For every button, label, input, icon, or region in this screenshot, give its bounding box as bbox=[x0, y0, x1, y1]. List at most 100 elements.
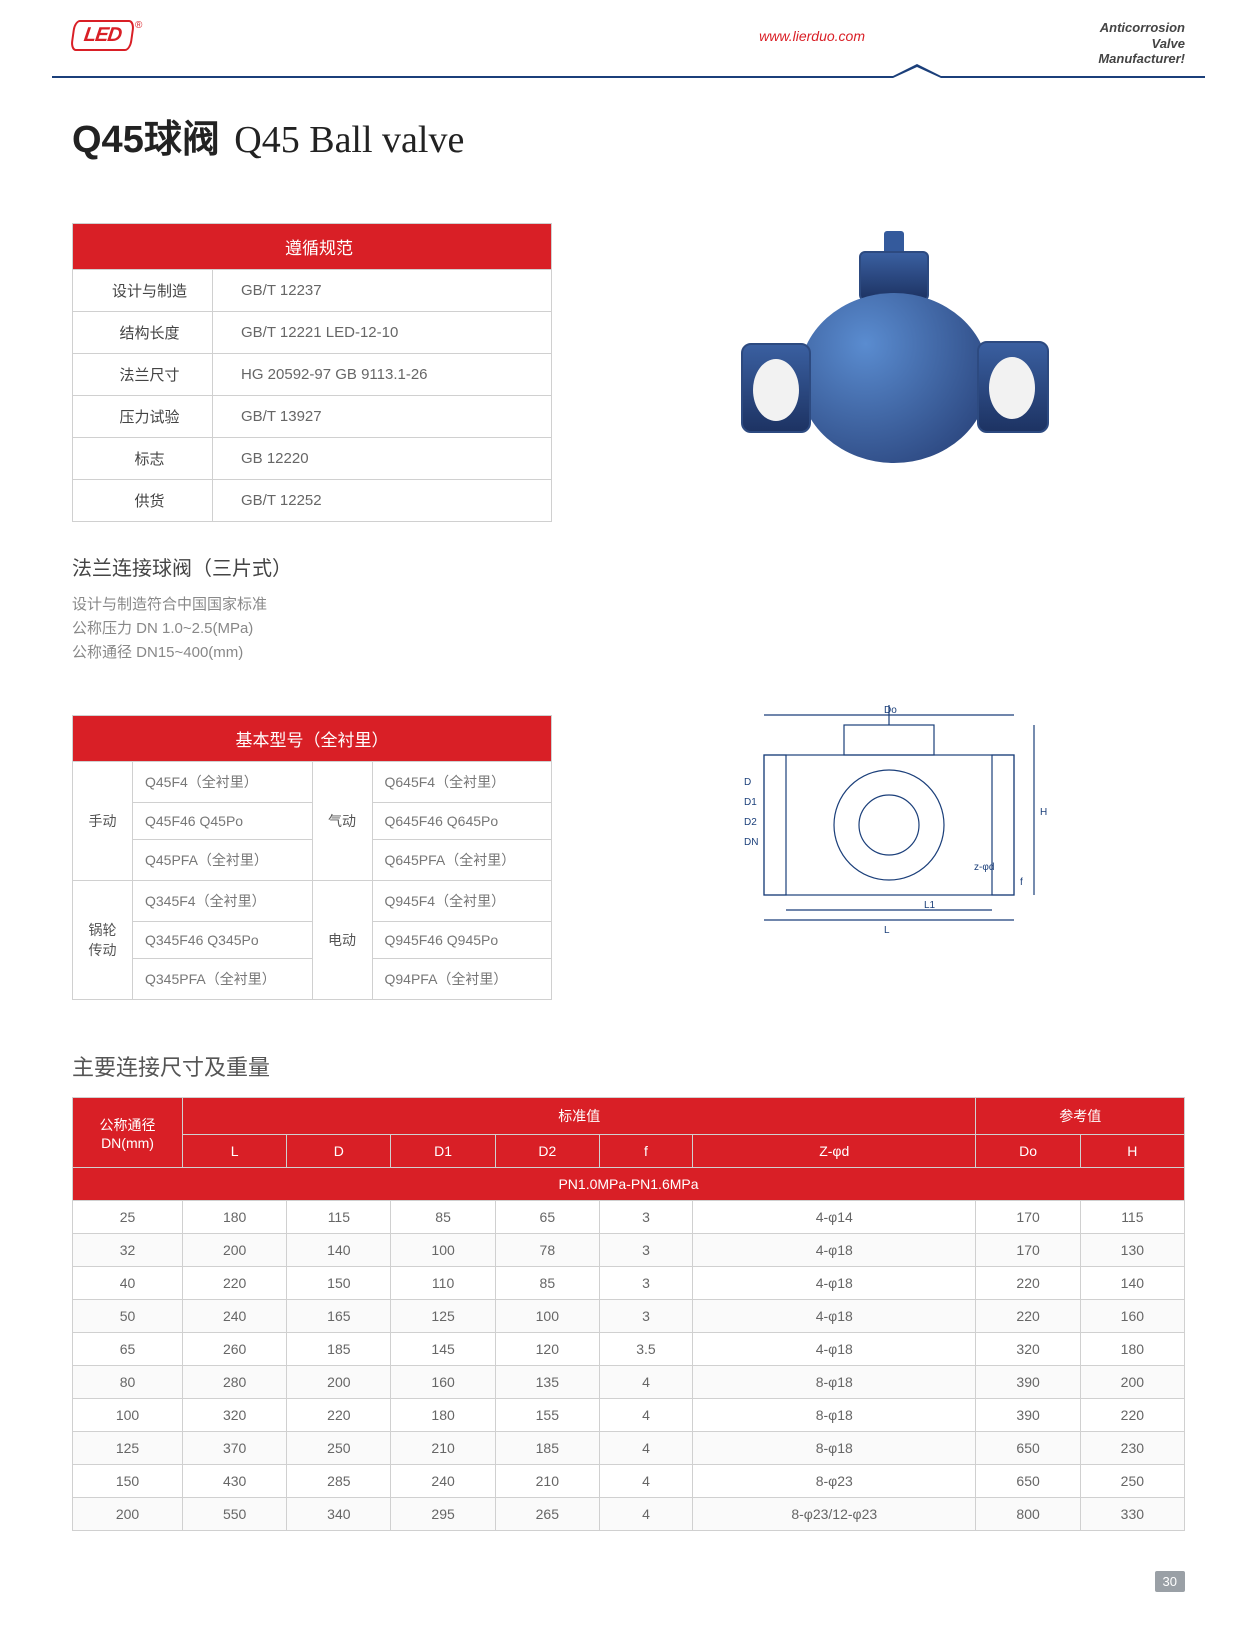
standards-row-value: GB/T 12221 LED-12-10 bbox=[213, 312, 552, 354]
dim-table-title: 主要连接尺寸及重量 bbox=[72, 1050, 1185, 1082]
dim-cell: 110 bbox=[391, 1267, 495, 1300]
title-cn: Q45球阀 bbox=[72, 119, 220, 161]
dim-cell: 250 bbox=[287, 1432, 391, 1465]
dim-label-zphid: z-φd bbox=[974, 862, 994, 873]
dim-col-header: Do bbox=[976, 1135, 1080, 1168]
dim-cell: 170 bbox=[976, 1201, 1080, 1234]
dim-cell: 650 bbox=[976, 1432, 1080, 1465]
dim-label-Do: Do bbox=[884, 705, 897, 716]
model-cell: Q645F4（全衬里） bbox=[372, 762, 552, 803]
dim-cell: 65 bbox=[495, 1201, 599, 1234]
dim-cell: 650 bbox=[976, 1465, 1080, 1498]
dim-cell: 200 bbox=[1080, 1366, 1184, 1399]
dim-col-header: H bbox=[1080, 1135, 1184, 1168]
dim-cell: 3 bbox=[599, 1234, 692, 1267]
dim-cell: 4 bbox=[599, 1465, 692, 1498]
dim-cell: 800 bbox=[976, 1498, 1080, 1531]
dim-col-header: f bbox=[599, 1135, 692, 1168]
dim-cell: 130 bbox=[1080, 1234, 1184, 1267]
dim-cell: 155 bbox=[495, 1399, 599, 1432]
title-en: Q45 Ball valve bbox=[234, 119, 464, 161]
description-line: 公称通径 DN15~400(mm) bbox=[72, 641, 552, 665]
dim-cell: 230 bbox=[1080, 1432, 1184, 1465]
page-header: LED® www.lierduo.com Anticorrosion Valve… bbox=[72, 20, 1185, 68]
dim-col-header: D1 bbox=[391, 1135, 495, 1168]
dim-col-header: D2 bbox=[495, 1135, 599, 1168]
dim-cell: 285 bbox=[287, 1465, 391, 1498]
standards-row-value: GB/T 13927 bbox=[213, 396, 552, 438]
dim-cell: 160 bbox=[1080, 1300, 1184, 1333]
dimensions-table: 公称通径 DN(mm) 标准值 参考值 LDD1D2fZ-φdDoH PN1.0… bbox=[72, 1097, 1185, 1531]
dim-cell: 8-φ18 bbox=[693, 1366, 976, 1399]
header-rule bbox=[52, 76, 1205, 78]
model-cell: Q45PFA（全衬里） bbox=[133, 840, 313, 881]
models-table: 基本型号（全衬里） 手动Q45F4（全衬里）气动Q645F4（全衬里）Q45F4… bbox=[72, 715, 552, 1000]
dim-label-L: L bbox=[884, 925, 890, 936]
dim-cell: 295 bbox=[391, 1498, 495, 1531]
dim-cell: 550 bbox=[183, 1498, 287, 1531]
dim-cell: 65 bbox=[73, 1333, 183, 1366]
tagline-line: Manufacturer! bbox=[1098, 51, 1185, 67]
dim-cell: 4-φ18 bbox=[693, 1234, 976, 1267]
dim-label-L1: L1 bbox=[924, 900, 936, 911]
dim-cell: 390 bbox=[976, 1366, 1080, 1399]
dim-cell: 220 bbox=[287, 1399, 391, 1432]
models-header: 基本型号（全衬里） bbox=[73, 716, 552, 762]
standards-row-label: 标志 bbox=[73, 438, 213, 480]
dim-cell: 240 bbox=[183, 1300, 287, 1333]
dim-cell: 250 bbox=[1080, 1465, 1184, 1498]
dim-cell: 165 bbox=[287, 1300, 391, 1333]
dim-cell: 220 bbox=[976, 1267, 1080, 1300]
dim-cell: 115 bbox=[1080, 1201, 1184, 1234]
dim-cell: 4-φ14 bbox=[693, 1201, 976, 1234]
dim-label-DN: DN bbox=[744, 837, 758, 848]
logo-text: LED bbox=[70, 20, 135, 51]
dim-label-D1: D1 bbox=[744, 797, 757, 808]
page-number: 30 bbox=[1155, 1571, 1185, 1592]
dim-cell: 100 bbox=[495, 1300, 599, 1333]
dim-cell: 4 bbox=[599, 1366, 692, 1399]
dim-cell: 8-φ23 bbox=[693, 1465, 976, 1498]
dim-cell: 210 bbox=[495, 1465, 599, 1498]
dim-cell: 200 bbox=[287, 1366, 391, 1399]
standards-row-value: GB/T 12252 bbox=[213, 480, 552, 522]
model-cell: Q45F46 Q45Po bbox=[133, 803, 313, 840]
pressure-band: PN1.0MPa-PN1.6MPa bbox=[73, 1168, 1185, 1201]
description-block: 设计与制造符合中国国家标准 公称压力 DN 1.0~2.5(MPa) 公称通径 … bbox=[72, 593, 552, 665]
dim-cell: 140 bbox=[287, 1234, 391, 1267]
tagline: Anticorrosion Valve Manufacturer! bbox=[1098, 20, 1185, 67]
dim-cell: 4 bbox=[599, 1498, 692, 1531]
standards-row-label: 供货 bbox=[73, 480, 213, 522]
dim-cell: 260 bbox=[183, 1333, 287, 1366]
dim-cell: 340 bbox=[287, 1498, 391, 1531]
dim-cell: 3 bbox=[599, 1201, 692, 1234]
model-cell: Q345F46 Q345Po bbox=[133, 922, 313, 959]
standards-row-value: GB 12220 bbox=[213, 438, 552, 480]
product-photo bbox=[719, 223, 1059, 523]
dim-cell: 85 bbox=[495, 1267, 599, 1300]
dim-cell: 150 bbox=[287, 1267, 391, 1300]
dim-cell: 4-φ18 bbox=[693, 1333, 976, 1366]
dim-col-header: Z-φd bbox=[693, 1135, 976, 1168]
registered-mark: ® bbox=[135, 20, 142, 31]
tagline-line: Anticorrosion bbox=[1098, 20, 1185, 36]
dim-cell: 185 bbox=[495, 1432, 599, 1465]
dim-cell: 80 bbox=[73, 1366, 183, 1399]
dim-label-D: D bbox=[744, 777, 751, 788]
dim-cell: 180 bbox=[1080, 1333, 1184, 1366]
website-url: www.lierduo.com bbox=[759, 28, 865, 44]
standards-table: 遵循规范 设计与制造GB/T 12237结构长度GB/T 12221 LED-1… bbox=[72, 223, 552, 522]
dim-col-header: L bbox=[183, 1135, 287, 1168]
dim-cell: 390 bbox=[976, 1399, 1080, 1432]
header-triangle-icon bbox=[889, 64, 945, 78]
model-cell: Q345PFA（全衬里） bbox=[133, 959, 313, 1000]
dim-cell: 100 bbox=[73, 1399, 183, 1432]
dim-cell: 145 bbox=[391, 1333, 495, 1366]
dim-cell: 100 bbox=[391, 1234, 495, 1267]
standards-row-label: 压力试验 bbox=[73, 396, 213, 438]
dim-cell: 25 bbox=[73, 1201, 183, 1234]
dim-cell: 3.5 bbox=[599, 1333, 692, 1366]
dim-cell: 120 bbox=[495, 1333, 599, 1366]
dim-cell: 185 bbox=[287, 1333, 391, 1366]
dim-label-H: H bbox=[1040, 807, 1047, 818]
